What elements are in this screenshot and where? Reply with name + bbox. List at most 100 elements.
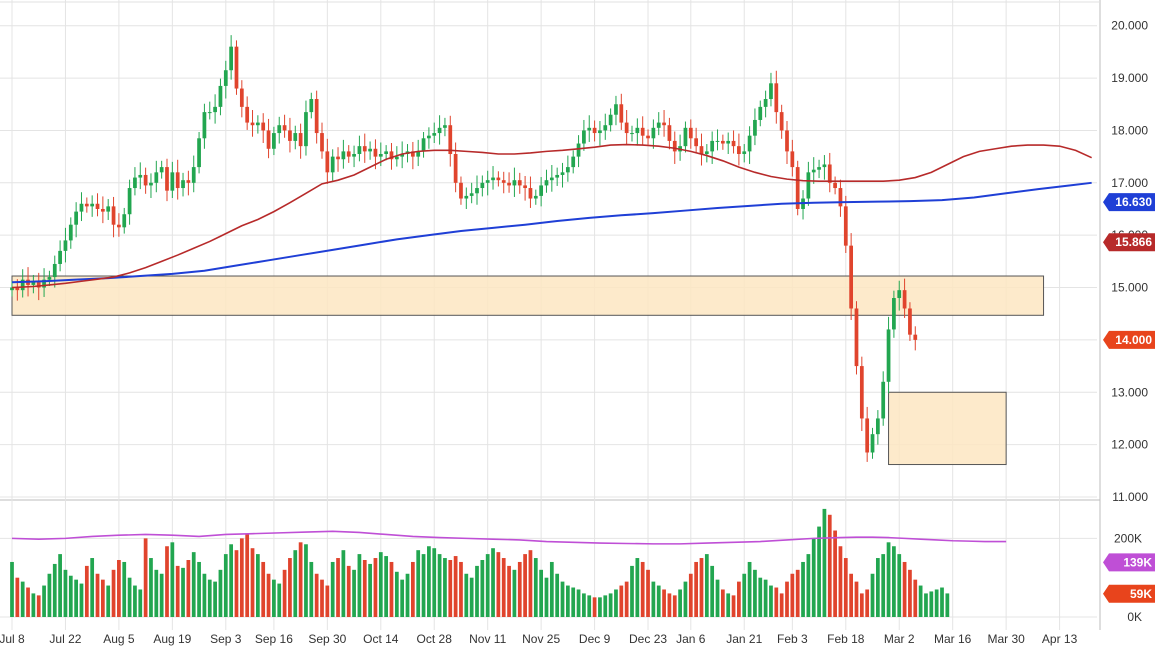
volume-bar xyxy=(95,573,100,617)
candle-body xyxy=(15,287,20,291)
volume-bar xyxy=(154,569,159,617)
volume-bar xyxy=(501,558,506,617)
volume-bar xyxy=(325,585,330,617)
candle-body xyxy=(325,151,330,173)
candle-body xyxy=(175,172,180,189)
candle-body xyxy=(544,180,549,186)
volume-bar xyxy=(555,573,560,617)
volume-bar xyxy=(870,573,875,617)
candle-body xyxy=(630,133,634,135)
volume-bar xyxy=(47,573,52,617)
volume-bar xyxy=(822,508,827,617)
volume-bar xyxy=(207,579,212,617)
volume-bar xyxy=(341,550,346,617)
date-tick-label: Mar 30 xyxy=(987,632,1025,646)
volume-bar xyxy=(421,554,426,617)
candle-body xyxy=(373,148,378,157)
candle-body xyxy=(779,112,784,131)
volume-bar xyxy=(111,569,116,617)
candle-body xyxy=(769,83,773,100)
candle-body xyxy=(304,112,308,147)
volume-bar xyxy=(239,538,244,617)
candle-body xyxy=(747,135,752,152)
volume-bar xyxy=(475,565,479,617)
candle-body xyxy=(437,127,442,134)
candle-body xyxy=(357,146,362,155)
candle-body xyxy=(635,127,640,134)
candle-body xyxy=(795,167,800,209)
candle-body xyxy=(646,135,650,139)
date-tick-label: Jul 22 xyxy=(49,632,81,646)
candle-body xyxy=(448,125,453,155)
price-tick-label: 15.000 xyxy=(1111,281,1148,295)
volume-bar xyxy=(672,595,677,617)
candle-body xyxy=(699,146,704,155)
volume-layer xyxy=(10,508,1007,617)
volume-bar xyxy=(619,585,624,617)
price-tick-label: 11.000 xyxy=(1112,490,1148,504)
volume-bar xyxy=(571,587,576,617)
volume-bar xyxy=(245,534,250,617)
volume-bar xyxy=(560,581,565,617)
volume-bar xyxy=(763,579,768,617)
candle-body xyxy=(737,146,741,155)
volume-bar xyxy=(79,583,84,617)
volume-bar xyxy=(106,585,111,617)
price-value-tag-text: 15.866 xyxy=(1115,235,1152,249)
volume-bar xyxy=(523,554,527,617)
volume-bar xyxy=(234,550,239,617)
volume-bar xyxy=(159,573,164,617)
volume-bar xyxy=(544,577,549,617)
volume-bar xyxy=(336,558,340,617)
candle-body xyxy=(255,122,260,126)
candle-body xyxy=(68,224,73,241)
volume-bar xyxy=(737,581,741,617)
volume-bar xyxy=(886,542,891,617)
volume-bar xyxy=(646,569,650,617)
volume-bar xyxy=(197,561,201,617)
volume-bar xyxy=(731,595,736,617)
candle-body xyxy=(443,125,447,128)
volume-value-tag-text: 59K xyxy=(1130,587,1152,601)
volume-bar xyxy=(806,554,811,617)
price-value-tag-bg xyxy=(1103,233,1155,252)
candle-body xyxy=(485,180,490,183)
candle-body xyxy=(785,130,789,152)
candle-body xyxy=(63,240,68,251)
candle-body xyxy=(624,122,629,134)
candle-body xyxy=(52,263,57,278)
volume-bar xyxy=(352,569,356,617)
volume-bar xyxy=(517,561,522,617)
candle-body xyxy=(811,169,816,173)
candle-body xyxy=(640,127,645,136)
price-tick-label: 18.000 xyxy=(1111,123,1148,137)
volume-bar xyxy=(747,561,752,617)
volume-bar xyxy=(469,577,474,617)
candle-body xyxy=(346,151,351,157)
volume-bar xyxy=(357,554,362,617)
candle-body xyxy=(908,308,912,335)
candle-body xyxy=(704,151,709,155)
volume-bar xyxy=(924,593,928,617)
volume-bar xyxy=(795,569,800,617)
candle-body xyxy=(79,203,84,212)
volume-bar xyxy=(779,593,784,617)
moving-averages-layer xyxy=(11,143,1092,289)
volume-bar xyxy=(437,554,442,617)
volume-bar xyxy=(614,589,618,617)
volume-bar xyxy=(582,593,586,617)
volume-bar xyxy=(720,589,725,617)
volume-bar xyxy=(549,561,554,617)
candle-body xyxy=(897,290,902,299)
candle-body xyxy=(389,151,394,160)
price-tick-label: 17.000 xyxy=(1111,176,1148,190)
date-tick-label: Aug 19 xyxy=(153,632,191,646)
volume-bar xyxy=(678,589,682,617)
volume-bar xyxy=(218,569,223,617)
volume-bar xyxy=(688,573,693,617)
volume-bar xyxy=(272,579,276,617)
volume-bar xyxy=(774,587,779,617)
volume-bar xyxy=(202,573,207,617)
